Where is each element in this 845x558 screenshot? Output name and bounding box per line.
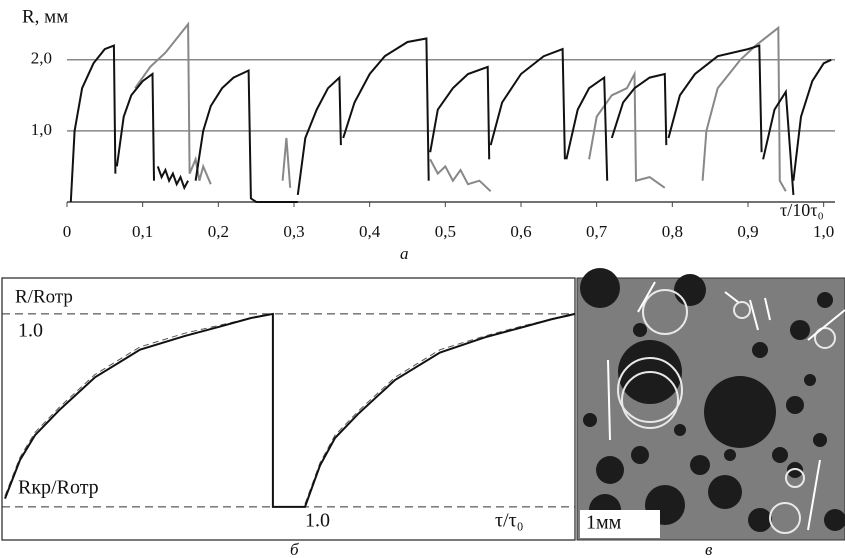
y-axis-label: R/Rотр [15,286,73,307]
x-tick-label: 0,5 [435,222,456,241]
y-axis-label: R, мм [22,6,68,27]
x-tick-label: 0 [63,222,72,241]
y-tick-label: 1.0 [18,319,43,341]
panel-label: а [400,244,409,263]
scale-label: 1мм [586,512,622,534]
series-line [134,21,787,193]
y-tick-label: 1,0 [31,120,52,139]
series-line [69,37,832,203]
x-tick-label: 0,2 [208,222,229,241]
micrograph: 1мм в [576,268,845,558]
x-tick-label: 0,9 [737,222,758,241]
arrows [607,281,845,531]
x-tick-label: 0,8 [662,222,683,241]
y-tick-label: 2,0 [31,49,52,68]
x-tick-label: 0,7 [586,222,608,241]
series-line [4,312,576,508]
panel-label: б [290,540,299,558]
plot-frame [1,277,576,541]
x-tick-label: 1.0 [305,510,330,532]
panel-label: в [705,540,713,558]
x-tick-label: 0,4 [359,222,381,241]
x-tick-label: 0,3 [283,222,304,241]
x-tick-label: 0,6 [510,222,531,241]
y-tick-label: Rкр/Rотр [18,476,99,498]
x-axis-label: τ/10τ₀ [780,200,824,220]
outlines [617,289,836,534]
x-tick-label: 1,0 [813,222,834,241]
scale-box [580,510,660,538]
x-axis-label: τ/τ₀ [495,510,524,532]
x-tick-label: 0,1 [132,222,153,241]
